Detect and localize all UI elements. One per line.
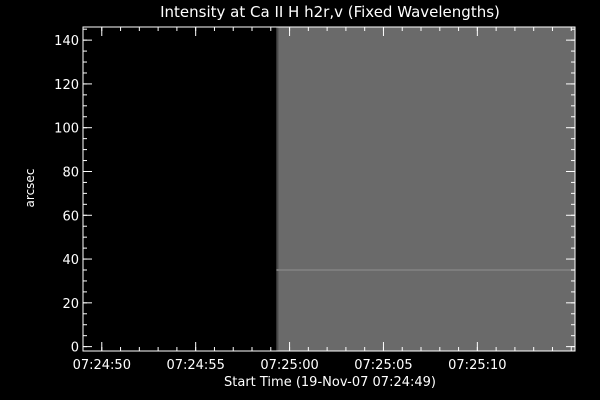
y-tick-label: 100 [54, 122, 79, 137]
y-tick-label: 60 [62, 209, 79, 224]
y-tick-label: 0 [71, 341, 79, 356]
y-axis-ticks: 0 20 40 60 80 100 120 140 [54, 28, 575, 356]
plot-frame [82, 26, 576, 352]
intensity-image [276, 27, 575, 351]
intensity-band [276, 269, 575, 271]
y-tick-label: 40 [62, 253, 79, 268]
y-tick-label: 20 [62, 297, 79, 312]
intensity-image-edge [276, 27, 279, 351]
x-tick-label: 07:25:10 [448, 358, 506, 373]
y-axis-label: arcsec [23, 169, 37, 208]
x-tick-label: 07:24:50 [73, 358, 131, 373]
y-tick-label: 80 [62, 165, 79, 180]
y-tick-label: 120 [54, 78, 79, 93]
y-tick-label: 140 [54, 34, 79, 49]
chart-title: Intensity at Ca II H h2r,v (Fixed Wavele… [160, 3, 500, 21]
x-tick-label: 07:24:55 [166, 358, 224, 373]
x-axis-ticks: 07:24:50 07:24:55 07:25:00 07:25:05 07:25:10 [73, 27, 572, 373]
x-tick-label: 07:25:00 [260, 358, 318, 373]
x-axis-label: Start Time (19-Nov-07 07:24:49) [224, 375, 436, 390]
x-tick-label: 07:25:05 [354, 358, 412, 373]
